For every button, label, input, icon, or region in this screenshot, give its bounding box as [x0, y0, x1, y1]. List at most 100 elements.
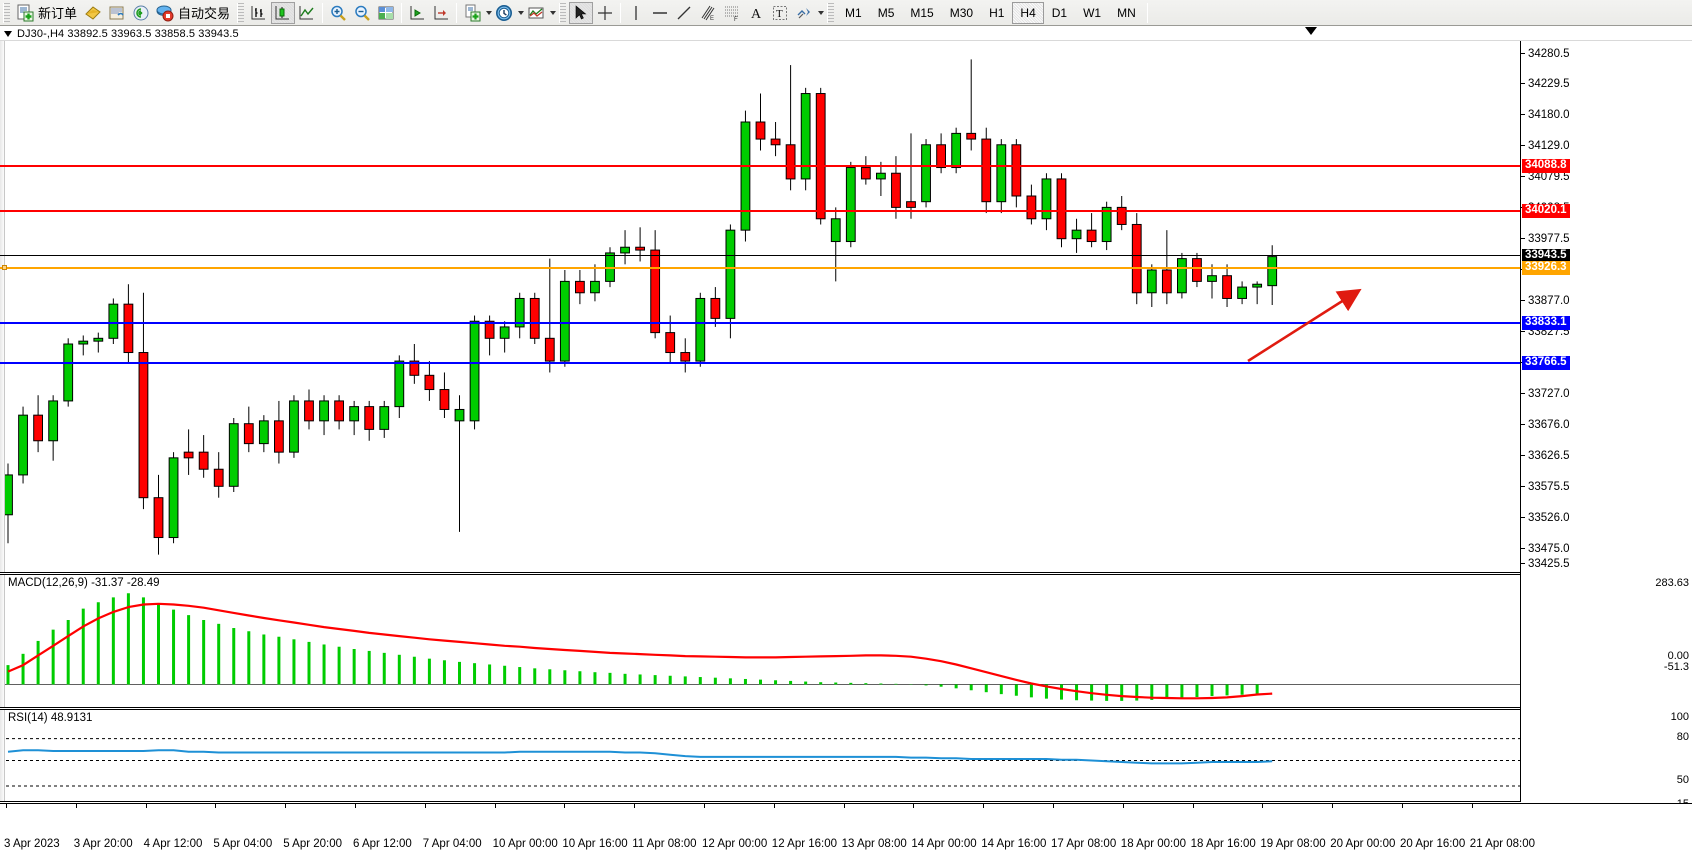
- time-tick-20: [1402, 804, 1403, 808]
- hline-33926-3-handle[interactable]: [2, 265, 7, 270]
- fibonacci-icon[interactable]: F: [720, 2, 744, 24]
- time-label-14: 14 Apr 16:00: [981, 838, 1047, 850]
- line-chart-icon[interactable]: [295, 2, 319, 24]
- chart-shift-icon[interactable]: [429, 2, 453, 24]
- candle-chart-icon[interactable]: [271, 1, 296, 24]
- svg-text:E: E: [710, 16, 714, 22]
- symbol-info-bar: DJ30-,H4 33892.5 33963.5 33858.5 33943.5: [0, 27, 1692, 41]
- indicators-dropdown-caret[interactable]: [486, 10, 493, 15]
- paint-icon[interactable]: [81, 2, 105, 24]
- rsi-svg: [0, 738, 1520, 787]
- rsi-label[interactable]: RSI(14) 48.9131: [8, 712, 93, 724]
- time-label-15: 17 Apr 08:00: [1051, 838, 1117, 850]
- hline-33766-5[interactable]: [0, 362, 1520, 364]
- price-tick-17: 33425.5: [1521, 558, 1570, 570]
- zoom-out-icon[interactable]: [350, 2, 374, 24]
- macd-scale-max: 283.63: [1655, 577, 1689, 589]
- navigator-icon[interactable]: [129, 2, 153, 24]
- toolbar-grip-3[interactable]: [559, 2, 567, 23]
- macd-pane-left-rail: [0, 575, 5, 707]
- cursor-icon[interactable]: [569, 1, 594, 24]
- new-order-label[interactable]: 新订单: [38, 6, 78, 21]
- toolbar-grip-2[interactable]: [237, 2, 245, 23]
- hline-34088-8[interactable]: [0, 165, 1520, 167]
- price-tag-33926-3[interactable]: 33926.3: [1522, 261, 1570, 275]
- trendline-icon[interactable]: [672, 2, 696, 24]
- period-icon[interactable]: [492, 2, 516, 24]
- timeframe-mn[interactable]: MN: [1117, 5, 1136, 20]
- text-label-icon[interactable]: T: [768, 2, 792, 24]
- templates-icon[interactable]: [524, 2, 548, 24]
- zoom-in-icon[interactable]: [326, 2, 350, 24]
- main-toolbar: 新订单: [0, 0, 1692, 26]
- terminal-icon[interactable]: [105, 2, 129, 24]
- hline-34020-1[interactable]: [0, 210, 1520, 212]
- macd-label[interactable]: MACD(12,26,9) -31.37 -28.49: [8, 577, 160, 589]
- hline-33833-1[interactable]: [0, 322, 1520, 324]
- hline-33926-3[interactable]: [0, 267, 1520, 269]
- autotrade-icon[interactable]: [153, 2, 177, 24]
- time-label-1: 3 Apr 20:00: [73, 838, 133, 850]
- drawings-dropdown-caret[interactable]: [818, 10, 825, 15]
- rsi-pane-left-rail: [0, 710, 5, 801]
- price-axis[interactable]: 34280.5 34229.5 34180.0 34129.0 34079.5 …: [1520, 41, 1692, 810]
- new-order-icon[interactable]: [13, 2, 37, 24]
- crosshair-icon[interactable]: [593, 2, 617, 24]
- time-tick-13: [913, 804, 915, 808]
- rsi-scale-80: 80: [1676, 731, 1689, 743]
- data-window-icon[interactable]: [374, 2, 398, 24]
- toolbar-separator-4: [620, 2, 622, 23]
- price-tick-4: 34079.5: [1521, 171, 1570, 183]
- autotrade-label[interactable]: 自动交易: [178, 6, 231, 21]
- price-pane[interactable]: [0, 41, 1520, 573]
- time-tick-5: [355, 804, 356, 808]
- time-tick-2: [145, 804, 147, 808]
- price-tick-13: 33626.5: [1521, 450, 1570, 462]
- timeframe-m1[interactable]: M1: [845, 5, 862, 20]
- hline-33943-5-bid: [0, 255, 1520, 256]
- time-tick-16: [1122, 804, 1124, 808]
- templates-dropdown-caret[interactable]: [550, 10, 557, 15]
- time-label-10: 12 Apr 00:00: [702, 838, 768, 850]
- chart-area[interactable]: MACD(12,26,9) -31.37 -28.49 RSI(14) 48.9…: [0, 41, 1692, 852]
- scroll-end-icon[interactable]: [405, 2, 429, 24]
- macd-pane[interactable]: MACD(12,26,9) -31.37 -28.49: [0, 574, 1520, 708]
- price-tag-33833-1[interactable]: 33833.1: [1522, 316, 1570, 330]
- macd-svg: [0, 593, 1520, 701]
- timeframe-m15[interactable]: M15: [910, 5, 934, 20]
- timeframe-h1[interactable]: H1: [989, 5, 1005, 20]
- timeframe-w1[interactable]: W1: [1083, 5, 1102, 20]
- time-label-7: 10 Apr 00:00: [492, 838, 558, 850]
- timeframe-m30[interactable]: M30: [949, 5, 974, 20]
- time-label-11: 12 Apr 16:00: [771, 838, 838, 850]
- rsi-pane[interactable]: RSI(14) 48.9131: [0, 709, 1520, 802]
- time-label-5: 6 Apr 12:00: [353, 838, 412, 850]
- price-tag-33943-5[interactable]: 33943.5: [1522, 249, 1570, 263]
- time-axis[interactable]: 3 Apr 2023 3 Apr 20:00 4 Apr 12:00 5 Apr 04…: [0, 803, 1692, 852]
- timeframe-h4[interactable]: H4: [1012, 1, 1044, 24]
- vline-icon[interactable]: [624, 2, 648, 24]
- time-tick-14: [983, 804, 985, 808]
- period-dropdown-caret[interactable]: [518, 10, 525, 15]
- drawings-icon[interactable]: [792, 2, 816, 24]
- price-tick-16: 33475.0: [1521, 543, 1570, 555]
- chart-dropdown-caret-icon[interactable]: [1305, 27, 1317, 35]
- equidistant-channel-icon[interactable]: E: [696, 2, 720, 24]
- text-icon[interactable]: A: [744, 2, 768, 24]
- indicators-icon[interactable]: [460, 2, 484, 24]
- price-tag-34020-1[interactable]: 34020.1: [1522, 204, 1570, 218]
- timeframe-m5[interactable]: M5: [877, 5, 895, 20]
- bar-chart-icon[interactable]: [247, 2, 271, 24]
- chart-menu-caret-icon[interactable]: [4, 30, 12, 37]
- time-label-6: 7 Apr 04:00: [422, 838, 482, 850]
- toolbar-grip[interactable]: [3, 2, 10, 23]
- price-tick-6: 33977.5: [1521, 233, 1570, 245]
- price-tag-33766-5[interactable]: 33766.5: [1522, 356, 1570, 370]
- up-trend-arrow[interactable]: [1200, 281, 1380, 391]
- timeframe-d1[interactable]: D1: [1051, 5, 1068, 20]
- macd-scale-min: -51.3: [1663, 661, 1689, 673]
- hline-icon[interactable]: [648, 2, 672, 24]
- toolbar-grip-4[interactable]: [827, 2, 835, 23]
- time-label-18: 19 Apr 08:00: [1260, 838, 1326, 850]
- price-tag-34088-8[interactable]: 34088.8: [1522, 159, 1570, 173]
